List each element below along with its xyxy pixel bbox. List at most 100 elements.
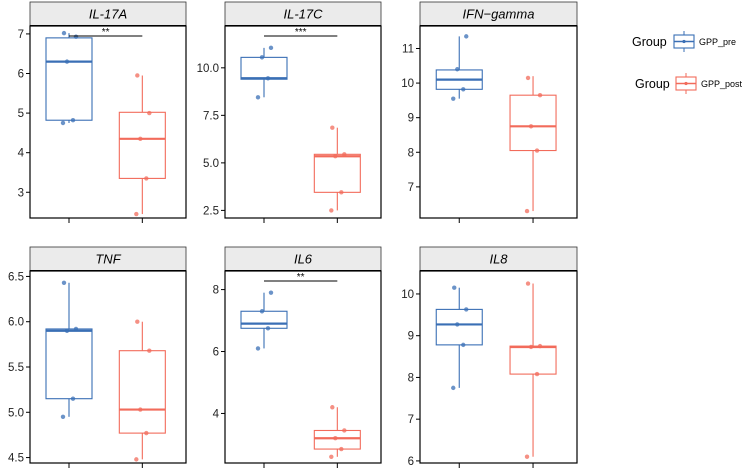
- significance-label: ***: [295, 27, 307, 38]
- data-point: [144, 176, 149, 181]
- data-point: [147, 110, 152, 116]
- data-point: [64, 328, 70, 333]
- y-tick-label: 10.0: [197, 63, 219, 75]
- data-point: [534, 371, 540, 377]
- y-tick-label: 7.5: [203, 110, 219, 122]
- panel-il6: IL6 4 6 8 **: [213, 246, 382, 468]
- data-point: [525, 281, 531, 286]
- y-tick-label: 6.0: [8, 317, 24, 329]
- y-tick-label: 8: [408, 372, 414, 384]
- y-tick-label: 4: [213, 408, 220, 420]
- box-gpp-pre: [45, 280, 93, 420]
- y-tick-label: 6: [408, 456, 414, 468]
- data-point: [537, 92, 543, 98]
- plot-frame: [224, 25, 382, 219]
- box-gpp-post: [509, 75, 557, 214]
- data-point: [339, 446, 344, 452]
- legend-entry-gpp-post: Group GPP_post: [635, 73, 743, 94]
- data-point: [265, 326, 271, 331]
- y-tick-label: 9: [408, 331, 414, 343]
- data-point: [61, 30, 67, 36]
- data-point: [330, 125, 335, 130]
- data-point: [135, 319, 140, 324]
- data-point: [61, 280, 67, 285]
- data-point: [259, 309, 265, 314]
- data-point: [455, 67, 460, 72]
- data-point: [330, 405, 335, 410]
- y-tick-label: 5.5: [8, 362, 24, 374]
- box-iqr: [509, 94, 557, 152]
- data-point: [464, 307, 469, 312]
- y-tick-label: 4: [18, 148, 25, 160]
- y-tick-label: 10: [401, 289, 414, 301]
- box-iqr: [118, 111, 166, 179]
- y-tick-label: 6.5: [8, 271, 24, 283]
- data-point: [329, 208, 334, 213]
- data-point: [268, 45, 274, 51]
- significance-label: **: [102, 27, 110, 38]
- box-gpp-post: [313, 125, 361, 213]
- panels-layer: IL-17A 3 4 5 6 7 ** IL-17C 2.5 5.0 7.5 10.0 *** IFN−g…: [8, 1, 578, 468]
- box-iqr: [313, 429, 361, 450]
- y-tick-label: 4.5: [8, 453, 24, 465]
- legend-key-point: [682, 39, 686, 44]
- strip-header: [29, 246, 187, 272]
- box-gpp-post: [118, 319, 166, 462]
- data-point: [333, 154, 338, 159]
- box-gpp-post: [509, 281, 557, 459]
- data-point: [342, 428, 347, 433]
- panel-il8: IL8 6 7 8 9 10: [401, 246, 578, 468]
- panel-ifn-gamma: IFN−gamma 7 8 9 10 11: [401, 1, 578, 223]
- data-point: [138, 136, 143, 142]
- strip-header: [419, 1, 578, 27]
- box-gpp-pre: [45, 30, 93, 126]
- plot-frame: [419, 270, 578, 464]
- data-point: [534, 148, 540, 153]
- data-point: [255, 346, 261, 351]
- y-tick-label: 10: [401, 78, 414, 90]
- data-point: [329, 454, 334, 460]
- data-point: [342, 152, 347, 157]
- box-iqr: [45, 37, 93, 121]
- data-point: [461, 342, 466, 348]
- panel-tnf: TNF 4.5 5.0 5.5 6.0 6.5: [8, 246, 187, 468]
- y-tick-label: 6: [213, 347, 219, 359]
- data-point: [452, 285, 457, 290]
- data-point: [70, 118, 76, 123]
- panel-il-17c: IL-17C 2.5 5.0 7.5 10.0 ***: [197, 1, 382, 223]
- legend-label: GPP_pre: [699, 37, 736, 47]
- y-tick-label: 11: [402, 43, 414, 55]
- data-point: [64, 59, 70, 64]
- legend-key-point: [684, 81, 688, 86]
- data-point: [259, 55, 265, 60]
- plot-frame: [224, 270, 382, 464]
- data-point: [73, 34, 79, 39]
- box-iqr: [313, 153, 361, 193]
- strip-title: TNF: [95, 252, 121, 267]
- box-gpp-pre: [435, 34, 483, 101]
- box-gpp-pre: [240, 45, 288, 100]
- strip-header: [224, 1, 382, 27]
- legend-title: Group: [635, 77, 670, 91]
- data-point: [255, 95, 261, 100]
- data-point: [60, 120, 66, 126]
- y-tick-label: 5.0: [8, 407, 24, 419]
- strip-title: IL6: [294, 252, 313, 267]
- box-iqr: [435, 308, 483, 346]
- data-point: [528, 124, 534, 129]
- data-point: [333, 436, 338, 441]
- significance-label: **: [297, 272, 305, 283]
- y-tick-label: 8: [408, 147, 414, 159]
- data-point: [73, 326, 79, 332]
- plot-frame: [29, 270, 187, 464]
- y-tick-label: 2.5: [203, 205, 219, 217]
- strip-title: IL-17A: [89, 7, 127, 22]
- data-point: [451, 96, 456, 101]
- data-point: [70, 396, 76, 401]
- panel-il-17a: IL-17A 3 4 5 6 7 **: [18, 1, 187, 223]
- y-tick-label: 8: [213, 285, 219, 297]
- legend: Group GPP_pre Group GPP_post: [632, 31, 743, 94]
- legend-label: GPP_post: [701, 79, 743, 89]
- data-point: [265, 76, 271, 81]
- box-gpp-post: [118, 73, 166, 217]
